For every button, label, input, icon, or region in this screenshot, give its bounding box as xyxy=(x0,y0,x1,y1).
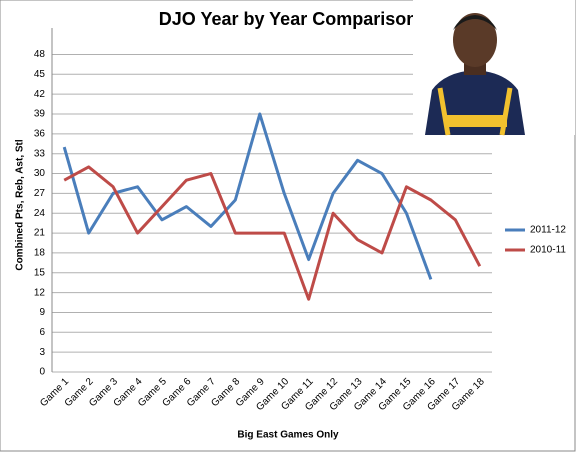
series-line xyxy=(63,165,482,301)
y-tick-label: 48 xyxy=(34,49,46,60)
y-tick-label: 42 xyxy=(34,89,46,100)
y-tick-label: 0 xyxy=(39,367,45,378)
y-tick-label: 18 xyxy=(34,248,46,259)
y-tick-label: 27 xyxy=(34,188,46,199)
y-tick-label: 30 xyxy=(34,168,46,179)
y-tick-label: 15 xyxy=(34,267,46,278)
legend-label: 2010-11 xyxy=(530,245,566,256)
legend-label: 2011-12 xyxy=(530,225,566,236)
y-tick-label: 3 xyxy=(39,347,45,358)
y-tick-label: 39 xyxy=(34,109,46,120)
y-tick-label: 21 xyxy=(34,228,46,239)
y-tick-label: 33 xyxy=(34,148,46,159)
series-line xyxy=(62,112,433,280)
y-tick-label: 45 xyxy=(34,69,46,80)
player-photo xyxy=(413,0,575,136)
y-axis-label: Combined Pts, Reb, Ast, Stl xyxy=(15,139,26,271)
y-tick-label: 12 xyxy=(34,287,46,298)
chart-title: DJO Year by Year Comparison xyxy=(159,9,417,29)
y-tick-label: 36 xyxy=(34,128,46,139)
x-axis-label: Big East Games Only xyxy=(237,430,339,441)
y-tick-label: 24 xyxy=(34,208,46,219)
y-tick-label: 6 xyxy=(39,327,45,338)
y-tick-label: 9 xyxy=(39,307,45,318)
